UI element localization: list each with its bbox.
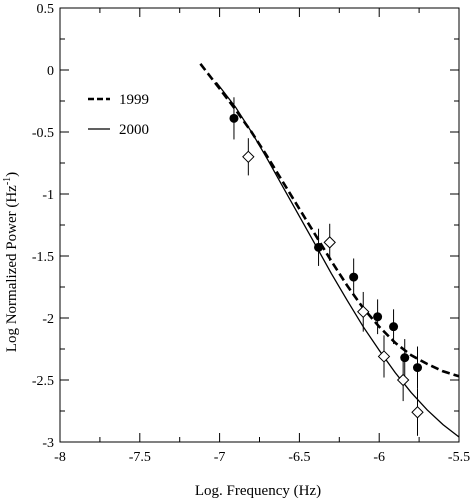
data-point-1999 <box>400 353 410 363</box>
x-axis-ticks: -8 -7.5 -7 -6.5 -6 -5.5 <box>54 8 470 465</box>
data-point-2000 <box>323 236 336 249</box>
data-point-1999 <box>229 113 239 123</box>
data-point-2000 <box>242 150 255 164</box>
y-tick-label: -0.5 <box>32 126 54 141</box>
y-tick-label: -2.5 <box>32 374 54 389</box>
data-point-2000 <box>357 305 370 319</box>
data-point-1999 <box>349 272 359 282</box>
fit-line-1999 <box>199 63 460 378</box>
y-tick-label: -1.5 <box>32 250 54 265</box>
legend: 1999 2000 <box>88 92 149 138</box>
y-tick-label: 0.5 <box>37 2 55 17</box>
data-point-2000 <box>377 350 391 363</box>
x-tick-label: -6.5 <box>288 450 310 465</box>
data-point-1999 <box>373 312 383 322</box>
y-tick-label: -1 <box>42 188 54 203</box>
data-point-2000 <box>396 373 410 387</box>
fit-lines <box>199 63 460 438</box>
x-axis-label: Log. Frequency (Hz) <box>195 483 321 499</box>
x-tick-label: -8 <box>54 450 66 465</box>
y-axis-ticks: -3 -2.5 -2 -1.5 -1 -0.5 0 0.5 <box>32 2 459 451</box>
y-tick-label: 0 <box>47 64 54 79</box>
x-tick-label: -7 <box>214 450 226 465</box>
y-tick-label: -3 <box>42 436 54 451</box>
legend-label-2000: 2000 <box>119 122 149 138</box>
x-tick-label: -6 <box>373 450 385 465</box>
y-axis-label-close: ) <box>4 172 20 177</box>
data-point-1999 <box>389 322 399 332</box>
x-tick-label: -5.5 <box>448 450 470 465</box>
data-point-1999 <box>314 242 324 252</box>
y-axis-label-main: Log Normalized Power (Hz <box>4 185 20 352</box>
y-axis-label: Log Normalized Power (Hz-1) <box>2 172 20 352</box>
fit-line-2000 <box>215 82 460 438</box>
x-tick-label: -7.5 <box>129 450 151 465</box>
legend-label-1999: 1999 <box>119 92 149 108</box>
y-tick-label: -2 <box>42 312 54 327</box>
data-points <box>229 97 424 436</box>
data-point-1999 <box>413 363 423 373</box>
y-axis-label-exponent: -1 <box>2 177 13 185</box>
data-point-2000 <box>411 406 424 419</box>
